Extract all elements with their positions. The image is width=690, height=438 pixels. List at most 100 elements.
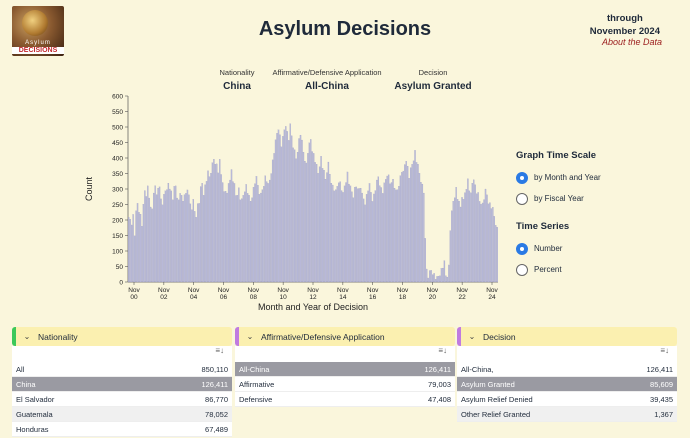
option-label: Percent [534, 265, 562, 274]
bar [189, 203, 192, 283]
bar [227, 183, 230, 283]
bar [138, 212, 140, 283]
y-tick-label: 100 [112, 249, 123, 256]
through-date: November 2024 [589, 26, 660, 37]
table-row-selected[interactable]: Asylum Granted 85,609 [457, 377, 677, 392]
bar [421, 183, 424, 283]
nationality-selector[interactable]: Nationality China [200, 68, 274, 92]
selector-value: China [223, 81, 251, 92]
x-tick-label-month: Nov [486, 287, 498, 294]
bar [164, 190, 167, 283]
asylum-decisions-logo[interactable]: Asylum DECISIONS [12, 6, 64, 56]
panel-header[interactable]: ⌄ Nationality [12, 327, 232, 346]
bar [160, 198, 162, 283]
bar [461, 197, 463, 283]
logo-line1: Asylum [25, 40, 51, 46]
panel-header[interactable]: ⌄ Decision [457, 327, 677, 346]
bar [286, 131, 288, 283]
option-percent[interactable]: Percent [516, 261, 601, 278]
table-row[interactable]: All-China, 126,411 [457, 362, 677, 377]
bar [232, 181, 234, 283]
radio-unselected-icon[interactable] [516, 192, 528, 205]
bar [430, 270, 432, 283]
x-tick-label-month: Nov [277, 287, 289, 294]
bar [317, 173, 319, 283]
bar [327, 161, 330, 283]
chevron-down-icon[interactable]: ⌄ [468, 332, 476, 341]
option-by-fiscal-year[interactable]: by Fiscal Year [516, 190, 601, 207]
bar [213, 159, 215, 283]
bar [200, 186, 202, 283]
bar [208, 176, 211, 283]
decision-selector[interactable]: Decision Asylum Granted [386, 68, 480, 92]
application-selector[interactable]: Affirmative/Defensive Application All-Ch… [262, 68, 392, 92]
radio-unselected-icon[interactable] [516, 263, 528, 276]
panel-header[interactable]: ⌄ Affirmative/Defensive Application [235, 327, 455, 346]
bar [141, 226, 143, 283]
bar [260, 192, 262, 283]
table-row-selected[interactable]: China 126,411 [12, 377, 232, 392]
table-row[interactable]: All 850,110 [12, 362, 232, 377]
table-row[interactable]: Defensive 47,408 [235, 392, 455, 407]
bar [273, 153, 275, 283]
option-number[interactable]: Number [516, 240, 601, 257]
bar [443, 260, 446, 283]
table-row[interactable]: El Salvador 86,770 [12, 392, 232, 407]
bar [442, 267, 444, 283]
bar [157, 187, 159, 283]
sort-icon[interactable]: ≡↓ [235, 346, 455, 362]
bar [133, 235, 136, 283]
table-row[interactable]: Honduras 67,489 [12, 422, 232, 437]
y-tick-label: 300 [112, 187, 123, 194]
bar [282, 136, 284, 283]
table-row[interactable]: Other Relief Granted 1,367 [457, 407, 677, 422]
bar [360, 187, 362, 283]
sort-icon[interactable]: ≡↓ [457, 346, 677, 362]
radio-selected-icon[interactable] [516, 242, 528, 255]
table-row[interactable]: Affirmative 79,003 [235, 377, 455, 392]
bar [326, 172, 328, 283]
bar [142, 204, 145, 283]
bar [311, 151, 313, 283]
row-value: 67,489 [205, 424, 228, 434]
bar [390, 182, 393, 283]
bar [202, 195, 205, 283]
x-tick-label-year: 06 [220, 294, 228, 301]
bar [276, 133, 278, 283]
x-tick-label-month: Nov [248, 287, 260, 294]
decision-panel: ⌄ Decision ≡↓ All-China, 126,411 Asylum G… [457, 327, 677, 422]
bar [230, 169, 233, 283]
table-row[interactable]: Asylum Relief Denied 39,435 [457, 392, 677, 407]
bar [244, 191, 246, 283]
bar [186, 189, 189, 283]
bar [370, 192, 372, 283]
bar [329, 174, 331, 283]
row-value: 126,411 [424, 364, 451, 374]
row-name: Asylum Relief Denied [461, 394, 533, 404]
bar [470, 192, 472, 283]
about-data-link[interactable]: About the Data [601, 37, 662, 47]
sort-icon[interactable]: ≡↓ [12, 346, 232, 362]
chevron-down-icon[interactable]: ⌄ [23, 332, 31, 341]
table-row[interactable]: Guatemala 78,052 [12, 407, 232, 422]
bar [467, 178, 469, 283]
bar [241, 198, 243, 283]
bar [305, 162, 308, 283]
row-name: Defensive [239, 394, 273, 404]
option-by-month[interactable]: by Month and Year [516, 169, 601, 186]
bar [201, 183, 203, 283]
chevron-down-icon[interactable]: ⌄ [246, 332, 254, 341]
radio-selected-icon[interactable] [516, 171, 528, 184]
selector-label: Nationality [219, 68, 255, 77]
bar [313, 153, 315, 283]
bar [136, 203, 139, 283]
bar [386, 175, 388, 283]
bar [454, 197, 456, 283]
bar [277, 129, 280, 283]
table-row-selected[interactable]: All-China 126,411 [235, 362, 455, 377]
bar [456, 199, 459, 283]
bar [264, 175, 266, 283]
bar [345, 182, 347, 283]
nationality-panel: ⌄ Nationality ≡↓ All 850,110 China 126,411… [12, 327, 232, 437]
bar [274, 139, 277, 283]
